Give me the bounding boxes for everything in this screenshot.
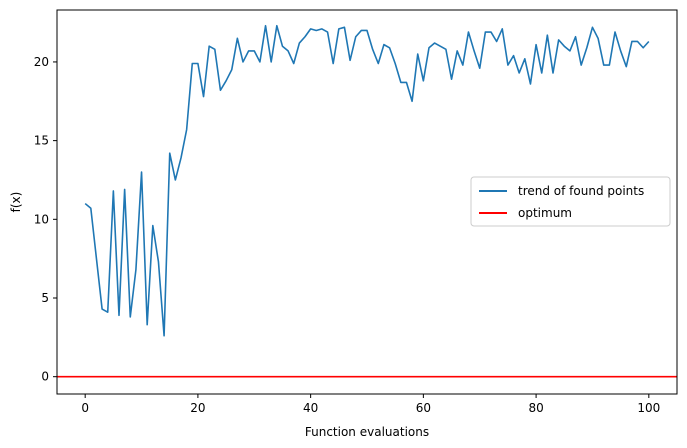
plot-frame bbox=[56, 9, 678, 395]
legend-label-optimum: optimum bbox=[518, 206, 572, 220]
x-tick-label: 60 bbox=[416, 401, 431, 415]
y-axis-title: f(x) bbox=[9, 192, 23, 213]
legend: trend of found points optimum bbox=[470, 176, 671, 227]
x-axis-title: Function evaluations bbox=[305, 425, 429, 439]
x-tick-label: 80 bbox=[528, 401, 543, 415]
x-tick-label: 100 bbox=[637, 401, 660, 415]
y-tick-label: 15 bbox=[34, 134, 49, 148]
x-tick-label: 0 bbox=[81, 401, 89, 415]
legend-box bbox=[470, 176, 671, 227]
y-tick-label: 0 bbox=[41, 370, 49, 384]
axis-ticks: 0 20 40 60 80 100 0 5 10 15 20 bbox=[34, 55, 661, 415]
legend-label-trend: trend of found points bbox=[518, 184, 644, 198]
x-tick-label: 40 bbox=[303, 401, 318, 415]
y-tick-label: 10 bbox=[34, 212, 49, 226]
trend-series-line bbox=[84, 24, 650, 337]
y-tick-label: 5 bbox=[41, 291, 49, 305]
x-tick-label: 20 bbox=[190, 401, 205, 415]
y-tick-label: 20 bbox=[34, 55, 49, 69]
